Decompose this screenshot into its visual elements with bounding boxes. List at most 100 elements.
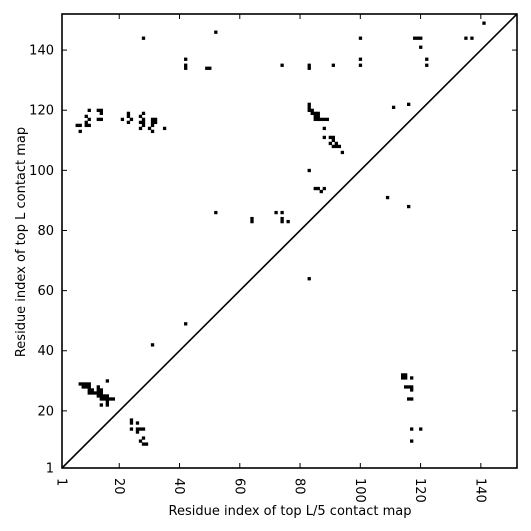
contact-point (162, 126, 167, 131)
contact-point (319, 189, 323, 194)
contact-point (87, 385, 91, 389)
contact-point (87, 388, 91, 392)
contact-point (410, 439, 414, 443)
contact-point (144, 442, 149, 446)
contact-point (105, 394, 109, 398)
contact-point (404, 385, 408, 389)
x-tick-label: 80 (292, 478, 307, 495)
contact-point (99, 117, 103, 122)
contact-point (307, 108, 311, 113)
contact-point (108, 397, 113, 401)
contact-point (129, 427, 134, 431)
contact-point (331, 144, 335, 149)
contact-point (307, 277, 311, 281)
contact-point (358, 36, 363, 40)
contact-point (419, 45, 423, 49)
y-tick-label: 80 (37, 224, 54, 239)
contact-point (407, 385, 411, 389)
contact-point (126, 120, 131, 125)
contact-point (208, 66, 212, 70)
contact-point (90, 391, 94, 395)
contact-point (93, 391, 97, 395)
contact-point (84, 382, 88, 386)
contact-point (280, 210, 284, 215)
contact-point (87, 382, 91, 386)
contact-point (313, 186, 317, 191)
contact-point (99, 403, 103, 407)
contact-point (102, 394, 106, 398)
contact-point (78, 129, 82, 134)
contact-point (419, 36, 423, 40)
contact-point (99, 394, 103, 398)
contact-point (316, 111, 320, 116)
contact-point (129, 117, 134, 122)
contact-point (310, 111, 314, 116)
contact-point (129, 418, 134, 422)
contact-point (141, 442, 146, 446)
contact-point (102, 397, 106, 401)
y-tick-label: 100 (29, 164, 54, 179)
contact-point (96, 391, 100, 395)
contact-point (87, 117, 91, 122)
contact-point (419, 427, 423, 431)
x-tick-label: 40 (171, 478, 186, 495)
contact-point (87, 108, 91, 113)
contact-point (150, 117, 155, 122)
x-tick-label: 1 (54, 478, 69, 486)
contact-point (96, 117, 100, 122)
contact-point (141, 117, 146, 122)
contact-point (105, 400, 109, 404)
contact-point (141, 120, 146, 125)
contact-point (87, 123, 91, 128)
contact-point (147, 126, 152, 131)
contact-point (407, 102, 411, 106)
y-axis-label: Residue index of top L contact map (14, 127, 29, 357)
x-tick-label: 140 (472, 478, 487, 503)
contact-point (280, 216, 284, 221)
y-tick-label: 140 (29, 44, 54, 59)
contact-point (184, 322, 188, 326)
contact-point (141, 111, 146, 116)
contact-point (307, 105, 311, 110)
contact-point (84, 114, 88, 119)
contact-point (250, 216, 254, 221)
contact-point (322, 117, 326, 122)
contact-point (138, 126, 143, 131)
contact-point (286, 219, 290, 224)
contact-point (135, 430, 140, 434)
contact-point (126, 114, 131, 119)
contact-point (385, 195, 390, 200)
contact-point (184, 63, 188, 67)
contact-point (400, 376, 405, 380)
contact-point (391, 105, 396, 110)
contact-point (316, 114, 320, 119)
contact-point (150, 343, 155, 347)
contact-point (410, 397, 414, 401)
contact-point (404, 373, 408, 377)
contact-point (425, 63, 429, 67)
contact-point (250, 219, 254, 224)
contact-point (99, 391, 103, 395)
contact-point (141, 427, 146, 431)
contact-point (135, 421, 140, 425)
contact-point (150, 123, 155, 128)
contact-point (150, 120, 155, 125)
contact-point (407, 204, 411, 209)
x-tick-label: 20 (111, 478, 126, 495)
contact-point (105, 379, 109, 383)
contact-point (482, 21, 486, 25)
contact-point (138, 114, 143, 119)
contact-point (126, 111, 131, 116)
contact-point (138, 439, 143, 443)
contact-point (138, 120, 143, 125)
contact-point (410, 388, 414, 392)
contact-point (316, 186, 320, 191)
contact-point (138, 427, 143, 431)
contact-point (99, 397, 103, 401)
contact-point (331, 135, 335, 140)
diagonal-line (61, 13, 518, 469)
contact-point (81, 382, 85, 386)
contact-point (319, 117, 323, 122)
contact-point (90, 388, 94, 392)
